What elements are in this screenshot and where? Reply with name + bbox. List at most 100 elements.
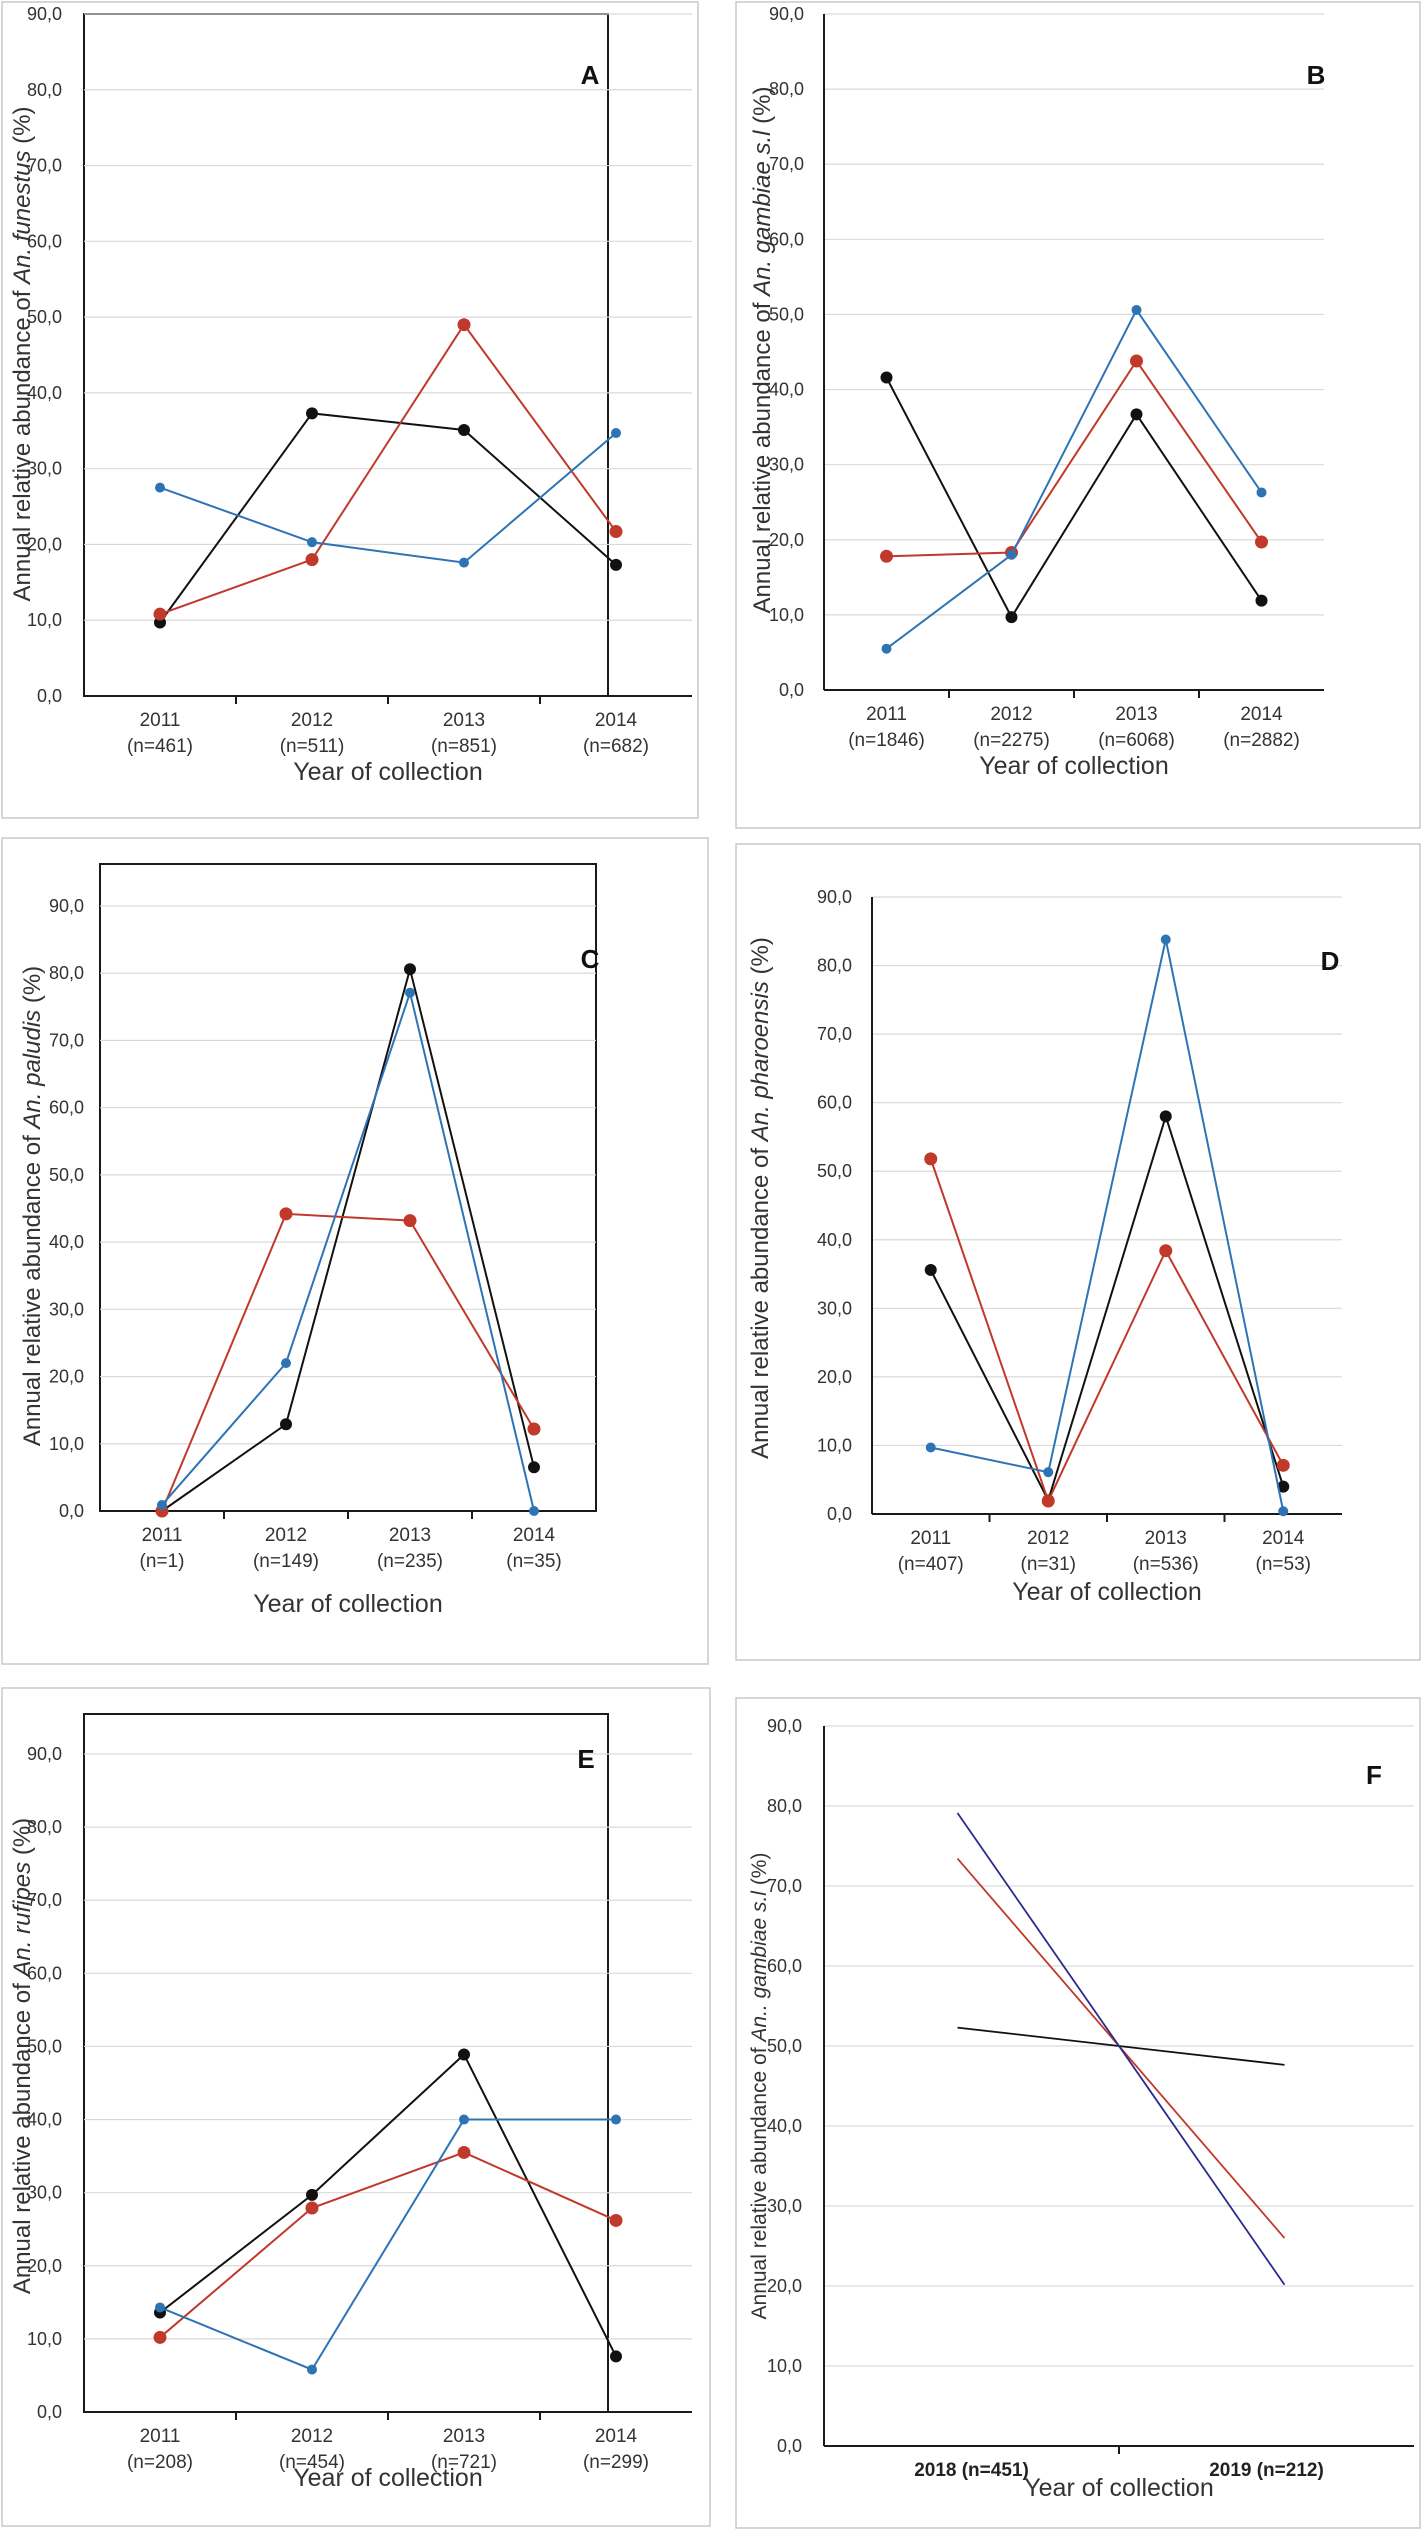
x-tick-label: 2014: [1240, 704, 1283, 725]
y-tick-label: 60,0: [27, 231, 62, 251]
plot-area-border: [99, 863, 597, 1512]
data-point-red: [924, 1152, 938, 1166]
y-tick-label: 30,0: [27, 459, 62, 479]
x-tick-label: 2012: [265, 1525, 307, 1546]
y-axis-title-species: An. paludis: [19, 1010, 46, 1131]
data-point-red: [1041, 1494, 1055, 1508]
panel-frame: [735, 1697, 1421, 2529]
y-tick-label: 90,0: [49, 896, 84, 916]
panel-letter: A: [581, 60, 600, 90]
y-axis-title-suffix: (%): [19, 966, 46, 1010]
data-point-blue: [1006, 549, 1017, 560]
x-tick-label: 2011: [142, 1525, 183, 1546]
data-point-blue: [1131, 304, 1142, 315]
chart-svg-e: 0,0 10,0 20,0 30,0 40,0 50,0 60,0 70,0 80,0 90,0 2…: [1, 1687, 711, 2527]
x-axis-title: Year of collection: [253, 1590, 442, 1618]
y-tick-label: 20,0: [27, 2256, 62, 2276]
y-axis-title-suffix: (%): [9, 107, 36, 151]
data-point-red: [1276, 1458, 1290, 1472]
y-tick-label: 80,0: [767, 1796, 802, 1816]
x-axis-title: Year of collection: [293, 758, 482, 786]
y-tick-label: 20,0: [769, 530, 804, 550]
y-tick-label: 80,0: [27, 1817, 62, 1837]
data-point-red: [1255, 535, 1268, 549]
series-line-black: [161, 965, 535, 1512]
series-blue: [155, 2114, 621, 2375]
data-point-blue: [881, 643, 892, 654]
series-line-red: [886, 359, 1263, 558]
panel-letter: C: [581, 944, 600, 974]
y-tick-label: 80,0: [27, 80, 62, 100]
series-black: [924, 1110, 1290, 1507]
series-line-red: [161, 1212, 535, 1512]
data-point-blue: [611, 2114, 621, 2125]
y-tick-label: 20,0: [767, 2276, 802, 2296]
data-point-red: [1159, 1244, 1173, 1258]
y-tick-label: 50,0: [769, 304, 804, 324]
panel-letter: B: [1307, 60, 1326, 90]
plot-area-border: [83, 1713, 609, 2413]
x-tick-label: 2012: [291, 710, 333, 731]
data-point-red: [609, 525, 623, 539]
x-tick-label: 2013: [1115, 704, 1157, 725]
y-tick-label: 40,0: [817, 1230, 852, 1250]
series-line-black: [885, 377, 1263, 620]
data-point-red: [153, 607, 167, 621]
x-tick-sample-size: (n=454): [279, 2452, 345, 2473]
series-line-blue: [159, 432, 617, 564]
y-tick-label: 0,0: [37, 2402, 62, 2422]
y-tick-label: 10,0: [27, 2329, 62, 2349]
data-point-black: [1277, 1480, 1290, 1493]
x-tick-sample-size: (n=31): [1021, 1554, 1076, 1575]
x-tick-label: 2011: [866, 704, 907, 725]
y-tick-label: 40,0: [767, 2116, 802, 2136]
y-tick-label: 50,0: [49, 1165, 84, 1185]
data-point-black: [1005, 611, 1018, 624]
x-tick-label: 2011: [140, 710, 181, 731]
data-point-red: [527, 1422, 541, 1436]
y-tick-label: 30,0: [817, 1298, 852, 1318]
chart-svg-d: 0,0 10,0 20,0 30,0 40,0 50,0 60,0 70,0 80,0 90,0 2…: [735, 843, 1421, 1661]
data-point-blue: [307, 2364, 317, 2375]
data-point-black: [280, 1418, 292, 1431]
y-axis-title: Annual relative abundance of An.. gambia…: [748, 1853, 771, 2320]
series-line-black: [929, 1113, 1285, 1503]
data-point-black: [306, 407, 318, 420]
y-axis-title-species: An. pharoensis: [747, 981, 774, 1143]
data-point-blue: [459, 2114, 469, 2125]
y-tick-label: 70,0: [49, 1030, 84, 1050]
x-tick-sample-size: (n=2275): [973, 730, 1050, 751]
y-tick-label: 10,0: [27, 610, 62, 630]
series-red: [153, 2145, 623, 2344]
y-axis-title-prefix: Annual relative abundance of: [9, 284, 36, 602]
data-point-blue: [1278, 1506, 1289, 1517]
x-tick-label: 2012: [1027, 1528, 1069, 1549]
data-point-blue: [529, 1506, 539, 1516]
y-tick-label: 60,0: [27, 1963, 62, 1983]
y-axis-title-species: An. funestus: [9, 151, 36, 286]
y-tick-label: 70,0: [769, 154, 804, 174]
series-blue: [881, 304, 1267, 654]
y-axis-title-suffix: (%): [749, 87, 776, 131]
data-point-black: [610, 558, 622, 571]
panel-frame: [735, 1, 1421, 829]
x-tick-label: 2014: [595, 2426, 638, 2447]
y-tick-label: 0,0: [37, 686, 62, 706]
y-axis-title: Annual relative abundance of An. paludis…: [19, 966, 46, 1446]
data-point-red: [1130, 354, 1143, 368]
chart-svg-a: 0,0 10,0 20,0 30,0 40,0 50,0 60,0 70,0 80,0 90,0 2…: [1, 1, 699, 819]
x-tick-sample-size: (n=53): [1256, 1554, 1311, 1575]
y-tick-label: 0,0: [779, 680, 804, 700]
x-tick-label: 2011: [910, 1528, 951, 1549]
y-axis-title-species: An. gambiae s.l: [749, 130, 776, 298]
x-tick-sample-size: (n=721): [431, 2452, 497, 2473]
series-line-blue: [930, 939, 1285, 1512]
data-point-blue: [459, 557, 469, 568]
data-point-black: [458, 424, 470, 437]
y-axis-title-prefix: Annual relative abundance of: [748, 2042, 771, 2320]
x-tick-label: 2014: [513, 1525, 556, 1546]
x-tick-label: 2013: [443, 710, 485, 731]
chart-svg-c: 0,0 10,0 20,0 30,0 40,0 50,0 60,0 70,0 80,0 90,0 2…: [1, 837, 709, 1665]
data-point-blue: [1160, 934, 1171, 945]
y-tick-label: 30,0: [27, 2183, 62, 2203]
